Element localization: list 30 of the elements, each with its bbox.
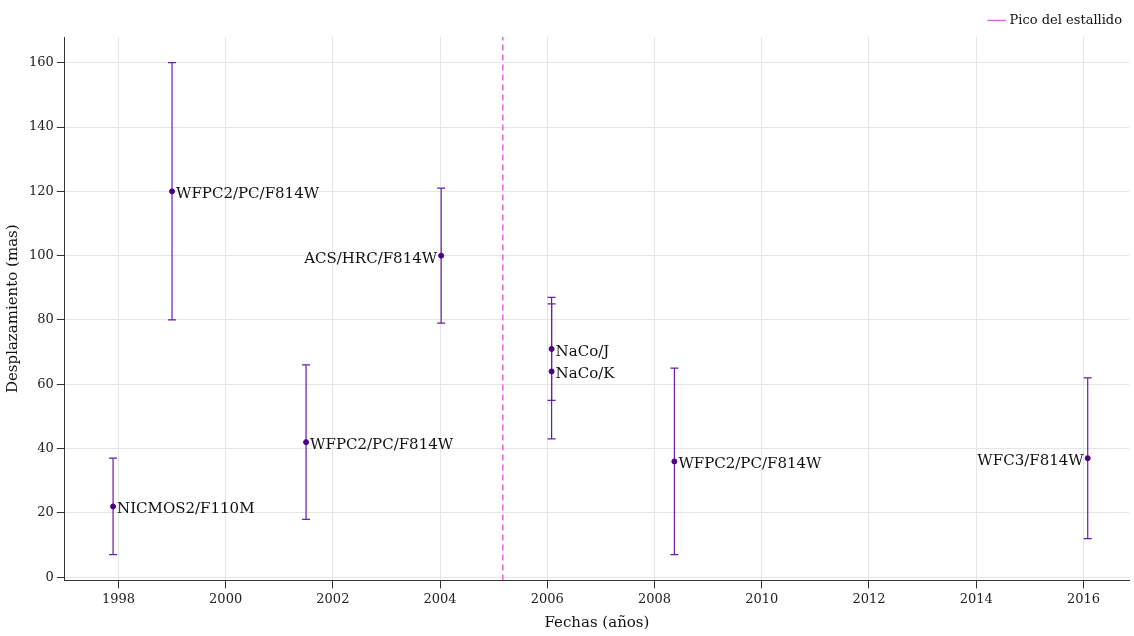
x-tick-label: 1998	[101, 590, 135, 606]
y-tick-label: 120	[28, 182, 54, 198]
annotation: WFPC2/PC/F814W	[678, 454, 823, 473]
x-tick-label: 2016	[1066, 590, 1100, 606]
y-tick-label: 20	[37, 504, 54, 520]
x-tick-label: 2014	[959, 590, 993, 606]
y-axis-title: Desplazamiento (mas)	[2, 224, 21, 394]
y-tick-label: 40	[37, 439, 54, 455]
y-tick-label: 100	[28, 247, 54, 263]
y-tick-label: 60	[37, 375, 54, 391]
annotation: WFPC2/PC/F814W	[310, 435, 454, 454]
legend-label: Pico del estallido	[1009, 11, 1123, 27]
x-tick-label: 2000	[209, 590, 243, 606]
annotation: NaCo/K	[555, 364, 616, 383]
x-tick-label: 2002	[316, 590, 350, 606]
annotation: NaCo/J	[555, 341, 610, 360]
x-tick-label: 2012	[852, 590, 886, 606]
x-tick-label: 2004	[423, 590, 457, 606]
annotation: WFPC2/PC/F814W	[176, 184, 320, 203]
y-tick-label: 140	[28, 118, 54, 134]
annotation: ACS/HRC/F814W	[303, 248, 438, 267]
annotation: WFC3/F814W	[977, 451, 1085, 470]
y-tick-label: 160	[28, 54, 54, 70]
x-tick-label: 2008	[637, 590, 672, 606]
y-tick-label: 80	[37, 311, 54, 327]
x-tick-label: 2010	[745, 590, 779, 606]
y-tick-label: 0	[45, 568, 54, 584]
annotation: NICMOS2/F110M	[117, 499, 255, 518]
x-axis-title: Fechas (años)	[544, 612, 650, 631]
x-tick-label: 2006	[530, 590, 564, 606]
